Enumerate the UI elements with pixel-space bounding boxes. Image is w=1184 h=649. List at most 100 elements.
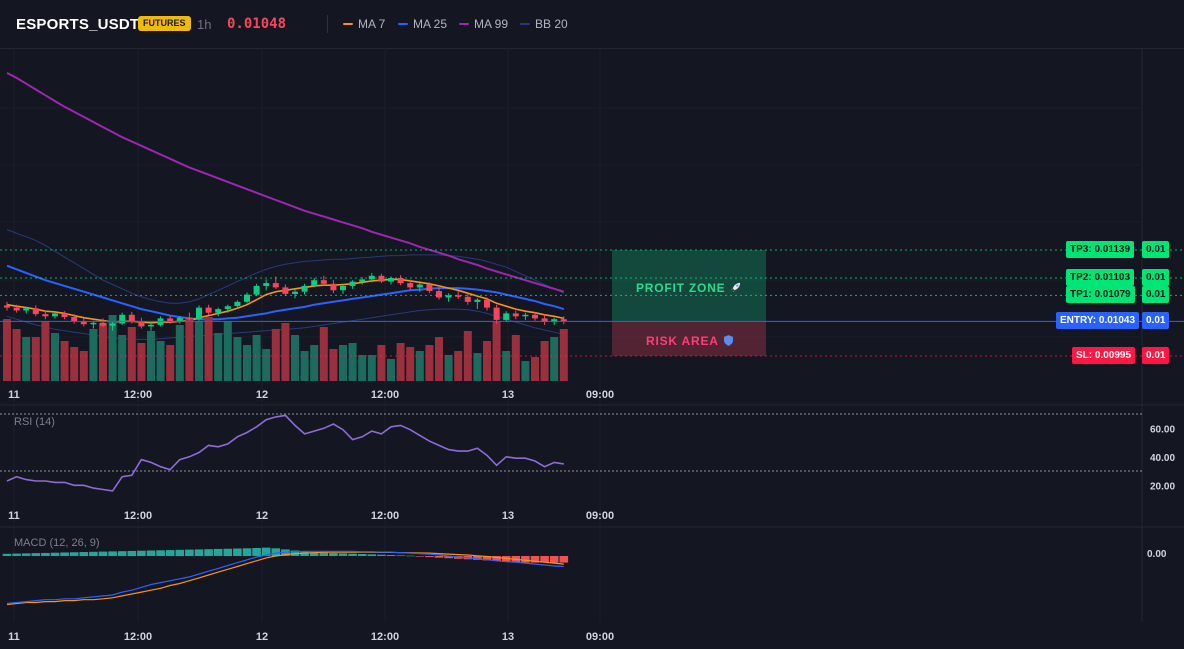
candle-body	[196, 307, 202, 320]
rsi-axis-tick: 60.00	[1150, 424, 1175, 435]
macd-histogram-bar	[329, 553, 338, 557]
legend-ma99[interactable]: MA 99	[459, 17, 508, 31]
x-axis-label: 12:00	[371, 631, 399, 643]
volume-bar	[492, 321, 501, 381]
x-axis-label: 09:00	[586, 389, 614, 401]
axes: 11 12:00 12 12:00 13 09:00 11 12:00 12 12:00 13 09:…	[8, 389, 1175, 643]
tp-axis-label: 0.01	[1142, 286, 1170, 304]
rocket-icon	[730, 281, 741, 295]
volume-bar	[454, 351, 463, 381]
candle-body	[349, 281, 356, 286]
volume-bar	[415, 351, 424, 381]
macd-histogram-bar	[367, 554, 377, 557]
x-axis-label: 12	[256, 389, 268, 401]
futures-badge: FUTURES	[138, 16, 191, 31]
macd-histogram-bar	[12, 553, 21, 556]
macd-histogram-bar	[396, 555, 405, 557]
volume-bar	[339, 345, 347, 381]
macd-histogram-bar	[444, 556, 453, 559]
macd-histogram-bar	[127, 550, 137, 557]
volume-bar	[175, 325, 184, 381]
sl-level-label: SL: 0.00995	[1072, 347, 1136, 364]
x-axis-label: 12:00	[371, 389, 399, 401]
volume-bar	[233, 337, 242, 381]
macd-histogram-bar	[549, 556, 559, 563]
volume-bar	[559, 329, 568, 381]
candle-body	[416, 284, 423, 288]
candle-body	[474, 299, 481, 302]
volume-bar	[281, 323, 290, 381]
symbol-name[interactable]: ESPORTS_USDT	[16, 16, 140, 33]
macd-histogram-bar	[108, 551, 117, 556]
candle-body	[109, 323, 116, 326]
macd-histogram-bar	[405, 555, 415, 557]
candle-body	[292, 291, 298, 294]
x-axis-label: 09:00	[586, 631, 614, 643]
macd-histogram-bar	[271, 548, 281, 556]
macd-title: MACD (12, 26, 9)	[14, 537, 100, 549]
volume-bar	[252, 335, 261, 381]
macd-histogram-bar	[117, 551, 127, 556]
legend-ma7[interactable]: MA 7	[343, 17, 385, 31]
candle-body	[244, 294, 250, 302]
macd-histogram-bar	[89, 551, 98, 557]
macd-histogram-bar	[434, 556, 444, 558]
volume-bar	[99, 323, 107, 381]
candle-body	[512, 313, 519, 317]
legend-bb20-label: BB 20	[535, 17, 568, 31]
trade-levels	[0, 249, 1184, 357]
x-axis-label: 11	[8, 389, 20, 401]
candle-body	[253, 285, 260, 295]
volume-bar	[195, 321, 203, 381]
macd-histogram-bar	[521, 556, 530, 563]
volume-bar	[223, 321, 232, 381]
profit-zone	[612, 250, 766, 322]
tp-level-label: TP3: 0.01139	[1066, 241, 1135, 258]
volume-bar	[425, 345, 434, 381]
macd-histogram-bar	[252, 547, 261, 556]
macd-axis-tick: 0.00	[1147, 549, 1167, 560]
legend-ma25[interactable]: MA 25	[398, 17, 447, 31]
risk-zone	[612, 321, 766, 356]
macd-histogram-bar	[559, 556, 569, 563]
macd-histogram-bar	[165, 550, 175, 556]
volume-bar	[367, 355, 376, 381]
candle-body	[301, 285, 308, 292]
volume-bar	[127, 327, 136, 381]
volume-bar	[60, 341, 69, 381]
legend-ma7-label: MA 7	[358, 17, 386, 31]
chart-header: ESPORTS_USDT FUTURES 1h 0.01048 MA 7 MA …	[0, 0, 1184, 49]
candle-body	[23, 308, 30, 311]
macd-histogram-bar	[377, 554, 386, 556]
macd-histogram-bar	[50, 552, 60, 556]
candle-body	[52, 313, 58, 317]
candle-body	[215, 309, 222, 313]
timeframe-selector[interactable]: 1h	[197, 17, 212, 32]
volume-bar	[22, 337, 31, 381]
x-axis-label: 12	[256, 631, 268, 643]
candle-body	[234, 301, 241, 307]
candle-body	[330, 283, 337, 291]
macd-line	[6, 550, 564, 605]
macd-histogram-bar	[233, 548, 242, 557]
macd-histogram-bar	[60, 552, 69, 556]
rsi-axis-tick: 40.00	[1150, 453, 1175, 464]
macd-signal-line	[6, 551, 564, 606]
header-divider	[327, 15, 328, 33]
volume-bar	[396, 343, 405, 381]
volume-bar	[166, 345, 175, 381]
tp-axis-label: 0.01	[1142, 269, 1170, 286]
candle-body	[541, 318, 548, 322]
candle-body	[13, 307, 20, 311]
macd-histogram-bar	[79, 552, 89, 557]
macd-histogram-bar	[242, 548, 252, 556]
legend-bb20[interactable]: BB 20	[520, 17, 568, 31]
macd-histogram-bar	[348, 553, 357, 556]
volume-bar	[319, 327, 328, 381]
candle-body	[359, 279, 366, 282]
profit-zone-text: PROFIT ZONE	[636, 281, 726, 295]
candle-body	[397, 278, 404, 284]
volume-bar	[3, 319, 11, 381]
candle-body	[464, 296, 471, 302]
